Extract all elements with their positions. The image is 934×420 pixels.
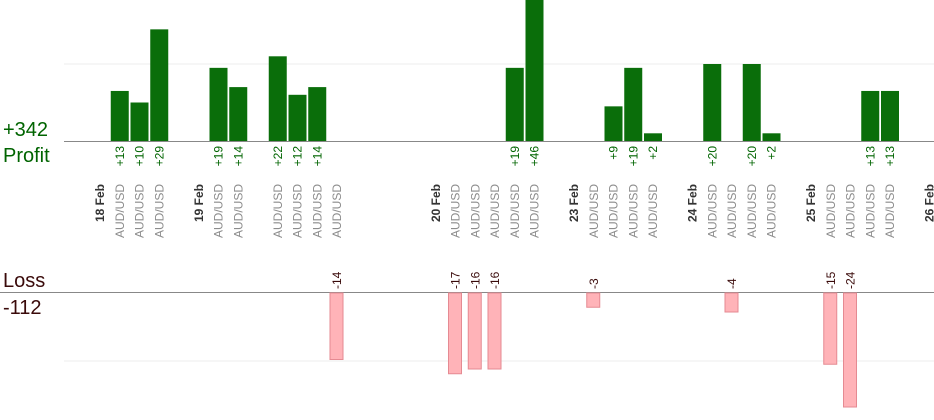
date-label: 18 Feb [93, 184, 107, 222]
loss-bar [487, 292, 502, 370]
profit-bar [644, 133, 662, 141]
pair-label: AUD/USD [212, 184, 226, 238]
profit-value-label: +46 [528, 146, 542, 167]
pair-label: AUD/USD [883, 184, 897, 238]
date-label: 20 Feb [429, 184, 443, 222]
profit-value-label: +14 [310, 146, 324, 167]
profit-bar [505, 67, 524, 141]
loss-value-label: -3 [587, 278, 601, 289]
loss-label: Loss [3, 270, 46, 292]
pair-label: AUD/USD [291, 184, 305, 238]
loss-bar [586, 292, 601, 308]
pair-label: AUD/USD [587, 184, 601, 238]
pair-label: AUD/USD [824, 184, 838, 238]
loss-value-label: -17 [449, 271, 463, 289]
pair-label: AUD/USD [745, 184, 759, 238]
date-label: 24 Feb [686, 184, 700, 222]
profit-bar [742, 64, 761, 141]
loss-value-label: -16 [468, 271, 482, 289]
profit-bars [110, 0, 899, 142]
loss-panel: -14-17-16-16-3-4-15-24-3 [0, 271, 934, 408]
loss-value-label: -4 [725, 278, 739, 289]
loss-value-labels: -14-17-16-16-3-4-15-24-3 [330, 271, 858, 289]
profit-value-label: +13 [863, 146, 877, 167]
profit-value-label: +2 [646, 146, 660, 160]
pair-label: AUD/USD [310, 184, 324, 238]
profit-bar [130, 102, 149, 141]
pair-label: AUD/USD [330, 184, 344, 238]
pair-label: AUD/USD [133, 184, 147, 238]
profit-value-label: +10 [133, 146, 147, 167]
profit-value-labels: +13 +10 +29 +19 +14 +22 +12 +14 +19 +46 +9 +19 +2 +20… [113, 146, 897, 167]
loss-bars [329, 292, 857, 408]
loss-bar [467, 292, 482, 370]
date-label: 26 Feb [923, 184, 934, 222]
loss-value-label: -15 [824, 271, 838, 289]
pair-label: AUD/USD [725, 184, 739, 238]
profit-total: +342 [3, 119, 49, 141]
pair-label: AUD/USD [646, 184, 660, 238]
profit-value-label: +19 [212, 146, 226, 167]
pair-label: AUD/USD [113, 184, 127, 238]
loss-total: -112 [3, 297, 42, 319]
loss-value-label: -24 [844, 271, 858, 289]
profit-bar [604, 106, 623, 141]
profit-value-label: +2 [765, 146, 779, 160]
pair-label: AUD/USD [607, 184, 621, 238]
profit-bar [624, 67, 643, 141]
profit-value-label: +19 [626, 146, 640, 167]
loss-bar [724, 292, 739, 313]
pair-label: AUD/USD [449, 184, 463, 238]
loss-value-label: -14 [330, 271, 344, 289]
pair-label: AUD/USD [468, 184, 482, 238]
profit-value-label: +13 [883, 146, 897, 167]
pair-label: AUD/USD [626, 184, 640, 238]
date-label: 25 Feb [804, 184, 818, 222]
profit-bar [209, 67, 228, 141]
loss-bar [329, 292, 344, 360]
profit-bar [308, 87, 327, 141]
profit-bar [229, 87, 248, 141]
loss-bar [843, 292, 857, 408]
pair-label: AUD/USD [271, 184, 285, 238]
loss-bar [823, 292, 838, 365]
profit-value-label: +20 [705, 146, 719, 167]
profit-bar [268, 56, 287, 141]
profit-value-label: +14 [231, 146, 245, 167]
pair-label: AUD/USD [705, 184, 719, 238]
profit-value-label: +13 [113, 146, 127, 167]
profit-value-label: +9 [607, 146, 621, 160]
profit-bar [762, 133, 781, 141]
pair-label: AUD/USD [508, 184, 522, 238]
profit-bar [150, 29, 169, 142]
profit-bar [861, 90, 880, 141]
profit-bar [703, 64, 722, 141]
date-label: 19 Feb [192, 184, 206, 222]
profit-value-label: +22 [271, 146, 285, 167]
pair-label: AUD/USD [765, 184, 779, 238]
pair-label: AUD/USD [528, 184, 542, 238]
profit-value-label: +12 [291, 146, 305, 167]
profit-label: Profit [3, 145, 50, 167]
pair-label: AUD/USD [844, 184, 858, 238]
profit-value-label: +19 [508, 146, 522, 167]
profit-bar [110, 90, 129, 141]
profit-bar [881, 90, 899, 141]
pair-label: AUD/USD [152, 184, 166, 238]
date-label: 23 Feb [567, 184, 581, 222]
profit-bar [288, 94, 307, 141]
loss-bar [448, 292, 462, 375]
pair-label: AUD/USD [231, 184, 245, 238]
pair-label: AUD/USD [488, 184, 502, 238]
profit-bar [525, 0, 544, 142]
profit-value-label: +20 [745, 146, 759, 167]
pair-label: AUD/USD [863, 184, 877, 238]
profit-value-label: +29 [152, 146, 166, 167]
loss-value-label: -16 [488, 271, 502, 289]
profit-panel: +13 +10 +29 +19 +14 +22 +12 +14 +19 +46 +9 +19 +2 +20… [64, 0, 934, 166]
trade-labels: 18 Feb AUD/USD AUD/USD AUD/USD 19 Feb AUD/USD… [93, 184, 934, 238]
